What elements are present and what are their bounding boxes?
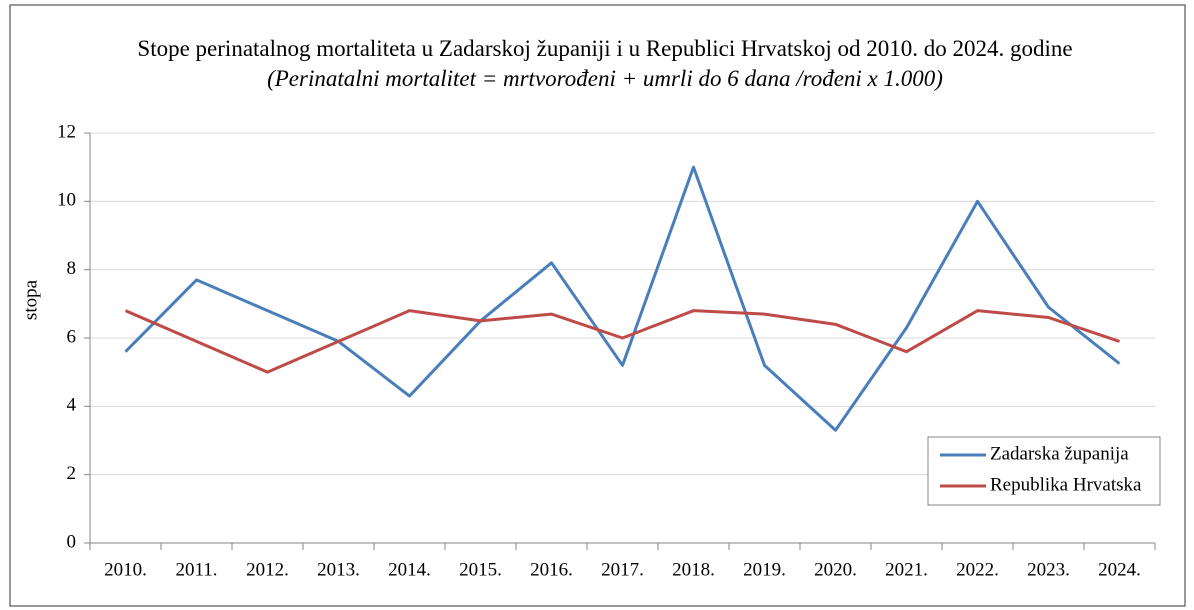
x-tick-label: 2024. bbox=[1098, 559, 1141, 580]
chart-title-block: Stope perinatalnog mortaliteta u Zadarsk… bbox=[130, 34, 1080, 94]
chart-subtitle: (Perinatalni mortalitet = mrtvorođeni + … bbox=[267, 66, 943, 91]
x-tick-label: 2022. bbox=[956, 559, 999, 580]
legend-label: Republika Hrvatska bbox=[990, 474, 1142, 495]
y-axis-label: stopa bbox=[20, 279, 41, 320]
x-tick-label: 2014. bbox=[388, 559, 431, 580]
legend-label: Zadarska županija bbox=[990, 443, 1129, 464]
x-tick-label: 2020. bbox=[814, 559, 857, 580]
legend-box bbox=[927, 436, 1161, 506]
x-tick-label: 2012. bbox=[246, 559, 289, 580]
y-tick-label: 2 bbox=[67, 463, 77, 484]
x-tick-label: 2013. bbox=[317, 559, 360, 580]
y-tick-label: 4 bbox=[67, 395, 77, 416]
chart-frame bbox=[9, 4, 1186, 607]
x-tick-label: 2021. bbox=[885, 559, 928, 580]
chart-title: Stope perinatalnog mortaliteta u Zadarsk… bbox=[137, 36, 1073, 61]
x-tick-label: 2010. bbox=[104, 559, 147, 580]
x-tick-label: 2017. bbox=[601, 559, 644, 580]
series-line bbox=[124, 309, 1120, 374]
y-tick-label: 12 bbox=[57, 121, 76, 142]
y-tick-label: 8 bbox=[67, 258, 77, 279]
x-tick-label: 2019. bbox=[743, 559, 786, 580]
y-tick-label: 6 bbox=[67, 326, 77, 347]
x-tick-label: 2011. bbox=[175, 559, 217, 580]
y-tick-label: 0 bbox=[67, 531, 77, 552]
x-tick-label: 2023. bbox=[1027, 559, 1070, 580]
x-tick-label: 2015. bbox=[459, 559, 502, 580]
x-tick-label: 2018. bbox=[672, 559, 715, 580]
series-line bbox=[124, 165, 1121, 432]
x-tick-label: 2016. bbox=[530, 559, 573, 580]
y-tick-label: 10 bbox=[57, 190, 76, 211]
